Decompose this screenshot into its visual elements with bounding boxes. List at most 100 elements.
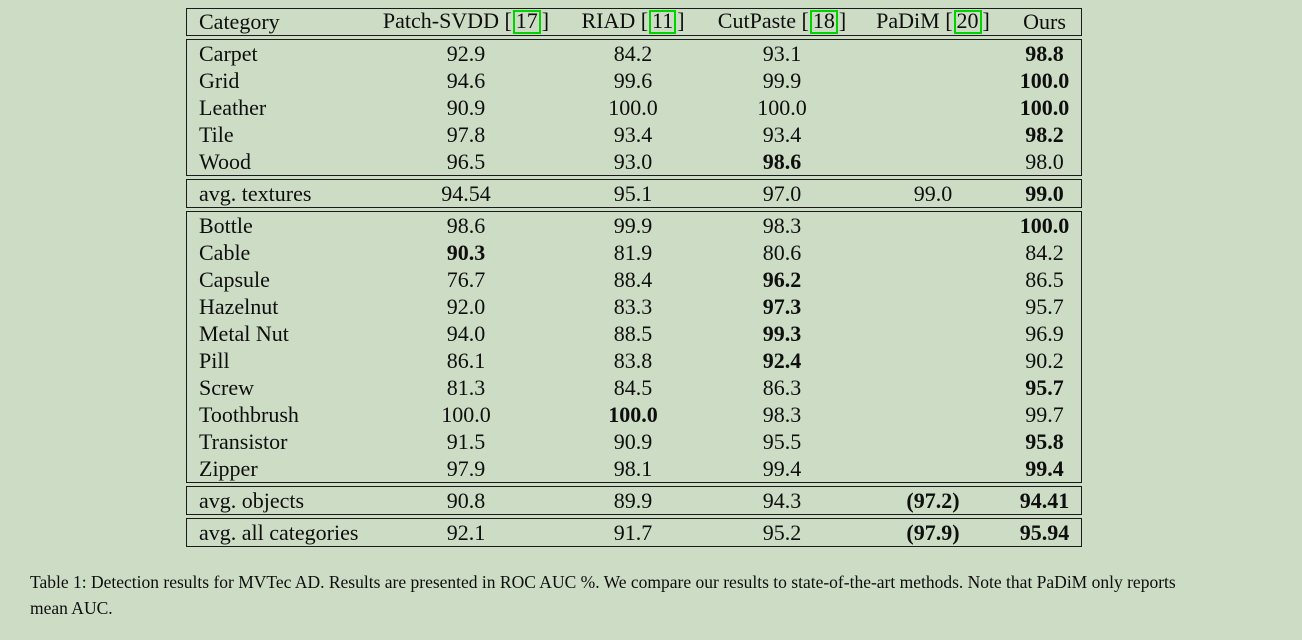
value-cell-cutpaste: 93.1 <box>762 40 802 66</box>
category-cell: Bottle <box>199 212 253 238</box>
category-cell: Leather <box>199 94 267 120</box>
value-cell-patch-svdd: 92.0 <box>446 293 486 319</box>
value-cell-riad: 93.0 <box>613 148 653 174</box>
citation-number[interactable]: 18 <box>809 10 838 34</box>
table-row: Leather 90.9 100.0 100.0 100.0 <box>187 94 1081 121</box>
column-header-ours: Ours <box>1008 11 1081 33</box>
column-header-cutpaste: CutPaste [18] <box>706 8 858 34</box>
value-cell-ours: 99.7 <box>1025 401 1064 427</box>
column-header-riad: RIAD [11] <box>560 8 706 34</box>
value-cell-ours: 98.0 <box>1025 148 1064 174</box>
category-cell: Tile <box>199 121 234 147</box>
value-cell-riad: 91.7 <box>613 519 653 545</box>
value-cell-patch-svdd: 76.7 <box>446 266 486 292</box>
value-cell-patch-svdd: 81.3 <box>446 374 486 400</box>
value-cell-patch-svdd: 94.0 <box>446 320 486 346</box>
table-row: Wood 96.5 93.0 98.6 98.0 <box>187 148 1081 175</box>
value-cell-riad: 99.9 <box>613 212 653 238</box>
value-cell-cutpaste: 100.0 <box>757 94 807 120</box>
citation-link-11[interactable]: [11] <box>635 8 685 34</box>
category-cell: Metal Nut <box>199 320 289 346</box>
column-header-label: CutPaste <box>717 8 797 34</box>
value-cell-patch-svdd: 96.5 <box>446 148 486 174</box>
value-cell-ours: 100.0 <box>1019 212 1070 238</box>
value-cell-riad: 93.4 <box>613 121 653 147</box>
value-cell-cutpaste: 93.4 <box>762 121 802 147</box>
value-cell-ours: 99.4 <box>1025 455 1064 481</box>
citation-bracket-close: ] <box>541 8 550 34</box>
table-row: avg. objects 90.8 89.9 94.3 (97.2) 94.41 <box>187 487 1081 514</box>
value-cell-patch-svdd: 94.54 <box>441 180 491 206</box>
value-cell-patch-svdd: 92.1 <box>446 519 486 545</box>
value-cell-cutpaste: 98.3 <box>762 401 802 427</box>
table-row: Carpet 92.9 84.2 93.1 98.8 <box>187 40 1081 67</box>
value-cell-cutpaste: 99.9 <box>762 67 802 93</box>
value-cell-ours: 86.5 <box>1025 266 1064 292</box>
citation-link-18[interactable]: [18] <box>796 8 846 34</box>
value-cell-padim: (97.2) <box>906 487 960 513</box>
column-header-label: RIAD <box>581 8 636 34</box>
value-cell-ours: 84.2 <box>1025 239 1064 265</box>
value-cell-riad: 84.5 <box>613 374 653 400</box>
table-section-avg-objects: avg. objects 90.8 89.9 94.3 (97.2) 94.41 <box>186 486 1082 515</box>
value-cell-cutpaste: 95.2 <box>762 519 802 545</box>
citation-number[interactable]: 17 <box>512 10 541 34</box>
value-cell-ours: 90.2 <box>1025 347 1064 373</box>
value-cell-cutpaste: 98.6 <box>762 148 802 174</box>
table-row: avg. textures 94.54 95.1 97.0 99.0 99.0 <box>187 180 1081 207</box>
value-cell-patch-svdd: 97.8 <box>446 121 486 147</box>
table-row: avg. all categories 92.1 91.7 95.2 (97.9) 95.… <box>187 519 1081 546</box>
column-header-category: Category <box>187 11 372 33</box>
value-cell-ours: 100.0 <box>1019 67 1070 93</box>
table-row: Hazelnut 92.0 83.3 97.3 95.7 <box>187 293 1081 320</box>
value-cell-ours: 98.2 <box>1025 121 1064 147</box>
table-row: Screw 81.3 84.5 86.3 95.7 <box>187 374 1081 401</box>
category-cell: Zipper <box>199 455 258 481</box>
table-row: Grid 94.6 99.6 99.9 100.0 <box>187 67 1081 94</box>
table-header-row: Category Patch-SVDD [17] RIAD [11] CutPaste… <box>187 9 1081 35</box>
citation-number[interactable]: 11 <box>649 10 677 34</box>
value-cell-ours: 95.7 <box>1025 374 1064 400</box>
value-cell-patch-svdd: 97.9 <box>446 455 486 481</box>
caption-line-1: Table 1: Detection results for MVTec AD.… <box>30 572 1176 592</box>
value-cell-riad: 95.1 <box>613 180 653 206</box>
citation-link-17[interactable]: [17] <box>499 8 550 34</box>
results-table: Category Patch-SVDD [17] RIAD [11] CutPaste… <box>186 8 1082 550</box>
value-cell-riad: 100.0 <box>608 401 658 427</box>
category-cell: Pill <box>199 347 230 373</box>
column-header-padim: PaDiM [20] <box>858 8 1008 34</box>
category-cell: Carpet <box>199 40 258 66</box>
table-header-box: Category Patch-SVDD [17] RIAD [11] CutPaste… <box>186 8 1082 36</box>
value-cell-patch-svdd: 94.6 <box>446 67 486 93</box>
value-cell-ours: 96.9 <box>1025 320 1064 346</box>
category-cell: Screw <box>199 374 254 400</box>
value-cell-ours: 95.7 <box>1025 293 1064 319</box>
table-section-objects: Bottle 98.6 99.9 98.3 100.0 Cable 90.3 81.9 80.6… <box>186 211 1082 483</box>
table-row: Transistor 91.5 90.9 95.5 95.8 <box>187 428 1081 455</box>
value-cell-padim: 99.0 <box>913 180 953 206</box>
value-cell-riad: 81.9 <box>613 239 653 265</box>
category-cell: Grid <box>199 67 240 93</box>
value-cell-riad: 89.9 <box>613 487 653 513</box>
value-cell-cutpaste: 97.0 <box>762 180 802 206</box>
category-cell: Cable <box>199 239 251 265</box>
column-header-label: PaDiM <box>876 8 940 34</box>
category-cell: Wood <box>199 148 252 174</box>
caption-line-2: mean AUC. <box>30 597 113 618</box>
citation-bracket-open: [ <box>635 8 649 34</box>
value-cell-cutpaste: 99.4 <box>762 455 802 481</box>
table-row: Bottle 98.6 99.9 98.3 100.0 <box>187 212 1081 239</box>
citation-number[interactable]: 20 <box>953 10 982 34</box>
value-cell-patch-svdd: 90.8 <box>446 487 486 513</box>
value-cell-patch-svdd: 92.9 <box>446 40 486 66</box>
value-cell-riad: 99.6 <box>613 67 653 93</box>
value-cell-padim: (97.9) <box>906 519 960 545</box>
category-cell: Transistor <box>199 428 288 454</box>
citation-bracket-open: [ <box>796 8 809 34</box>
value-cell-cutpaste: 97.3 <box>762 293 802 319</box>
citation-link-20[interactable]: [20] <box>940 8 990 34</box>
value-cell-patch-svdd: 100.0 <box>441 401 491 427</box>
citation-bracket-close: ] <box>677 8 685 34</box>
value-cell-riad: 88.4 <box>613 266 653 292</box>
